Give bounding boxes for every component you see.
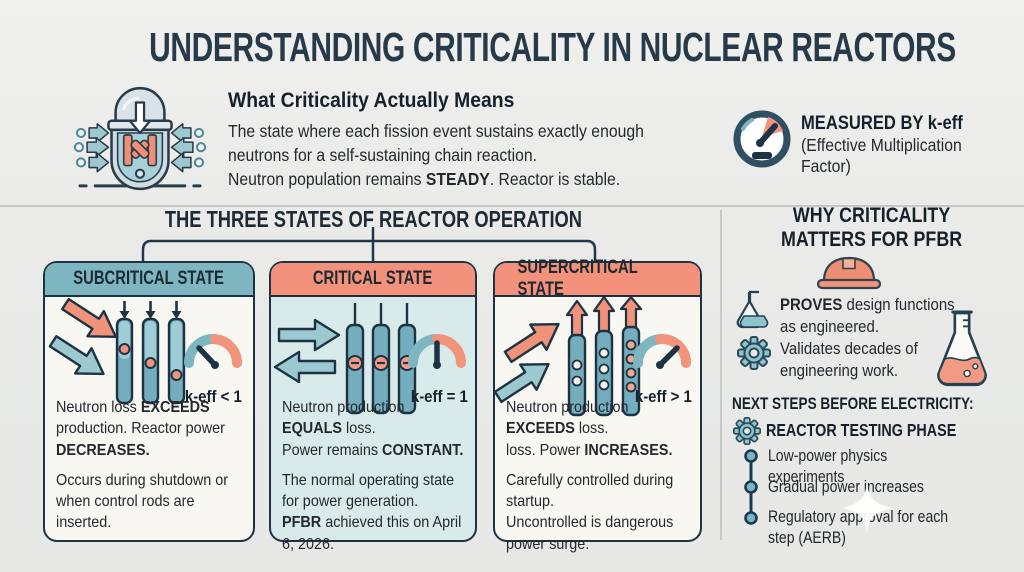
meter-gauge-high [633,334,691,369]
neutron-in-arrows-left [73,123,110,173]
card-subcritical-text: Neutron loss EXCEEDS production. Reactor… [56,399,229,532]
intro-block: What Criticality Actually Means The stat… [228,88,728,191]
arrow-left-teal [273,350,337,384]
timeline-dot [744,449,758,463]
card-supercritical-graphics: k-eff > 1 [493,295,700,425]
card-critical-text: Neutron production EQUALS loss. Power re… [282,399,464,553]
next-steps-heading: NEXT STEPS BEFORE ELECTRICITY: [732,394,974,413]
why-criticality-title: WHY CRITICALITY MATTERS FOR PFBR [781,204,963,252]
keff-badge: MEASURED BY k-eff (Effective Multiplicat… [801,112,963,177]
bracket-connector [141,227,597,263]
vertical-divider [720,210,722,540]
card-subcritical-graphics: k-eff < 1 [45,297,253,425]
timeline-item: Regulatory approval for each step (AERB) [768,508,949,547]
big-flask-icon [937,310,987,387]
keff-value-label: k-eff < 1 [184,387,242,406]
timeline-dot [744,511,758,525]
page-title: UNDERSTANDING CRITICALITY IN NUCLEAR REA… [149,24,956,70]
hard-hat-icon [816,256,882,290]
control-rods [565,295,643,417]
horizontal-divider [0,205,1024,207]
arrow-up-right-teal [493,362,550,404]
card-critical: CRITICAL STATE [269,261,477,553]
gauge-icon [733,110,791,168]
keff-value-label: k-eff = 1 [410,387,468,406]
card-critical-header: CRITICAL STATE [271,263,475,297]
timeline-item: Gradual power increases [768,478,924,496]
intro-heading: What Criticality Actually Means [228,88,515,112]
reactor-testing-phase-label: REACTOR TESTING PHASE [766,420,957,440]
meter-gauge-low [184,334,242,369]
reactor-vessel-icon [73,87,207,191]
flask-icon [736,290,769,329]
arrow-up-right-salmon [503,322,560,364]
timeline-dot [744,480,758,494]
timeline-item: Low-power physics experiments [768,447,888,486]
gear-icon [737,336,771,370]
why-bullet-proves: PROVES design functions as engineered. [780,295,955,336]
arrow-down-right-salmon [61,297,117,339]
card-critical-graphics: k-eff = 1 [271,297,475,425]
arrow-right-teal [277,318,341,352]
meter-gauge-steady [408,334,466,369]
neutron-in-arrows-right [170,123,207,173]
arrow-down-right-teal [48,335,105,376]
card-subcritical-header: SUBCRITICAL STATE [45,263,253,297]
control-rods [115,301,186,405]
card-supercritical: SUPERCRITICAL STATE [493,257,702,553]
control-rods [345,303,417,415]
why-bullet-validates: Validates decades of engineering work. [780,339,918,380]
card-subcritical: SUBCRITICAL STATE [43,261,255,542]
sparkle-icon [841,481,893,535]
card-supercritical-header: SUPERCRITICAL STATE [495,257,700,300]
keff-value-label: k-eff > 1 [634,387,692,406]
card-supercritical-text: Neutron production EXCEEDS loss. loss. P… [506,399,674,553]
timeline-connector [744,449,758,525]
gear-icon [733,417,761,445]
